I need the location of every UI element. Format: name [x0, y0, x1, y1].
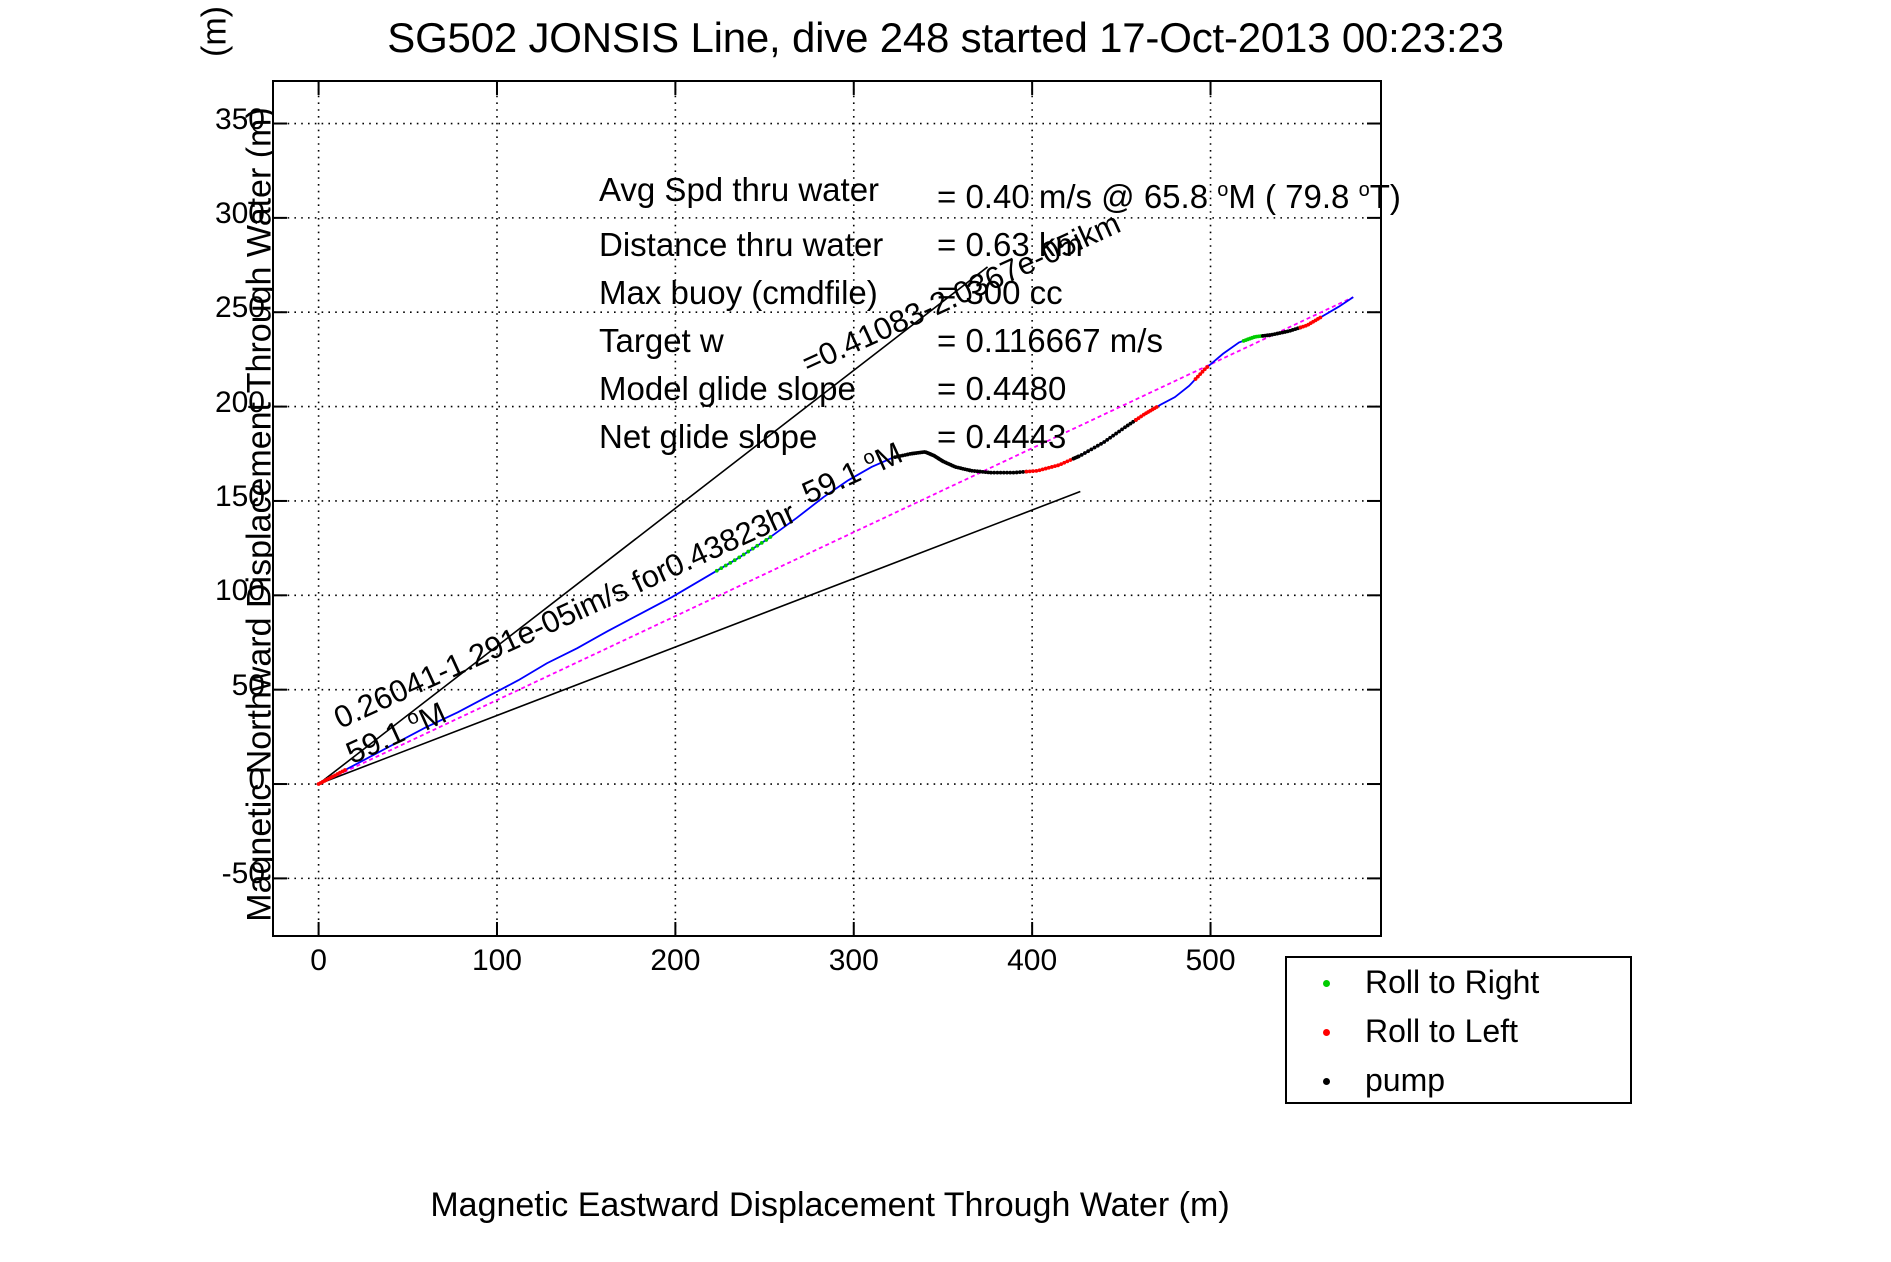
x-tick-label: 200: [650, 944, 701, 977]
info-row-label: Avg Spd thru water: [599, 171, 880, 208]
info-row-label: Target w: [599, 322, 724, 359]
x-tick-labels: 0 100 200 300 400 500: [272, 944, 1382, 988]
x-axis-label: Magnetic Eastward Displacement Through W…: [430, 1186, 1230, 1224]
legend-item[interactable]: pump: [1287, 1056, 1630, 1105]
legend-item-label: Roll to Right: [1365, 964, 1540, 1000]
info-row-value: = 0.116667 m/s: [937, 322, 1163, 359]
legend-marker-dot-icon: [1287, 978, 1365, 987]
x-tick-label: 0: [310, 944, 327, 977]
legend-item[interactable]: Roll to Right: [1287, 958, 1630, 1007]
y-tick-label: 0: [248, 763, 265, 797]
info-row-value: = 0.4443: [937, 418, 1067, 455]
x-tick-label: 300: [828, 944, 879, 977]
y-tick-label: 200: [214, 385, 265, 419]
plot-svg: [274, 82, 1380, 935]
figure-title: SG502 JONSIS Line, dive 248 started 17-O…: [387, 14, 1504, 61]
plot-area: Avg Spd thru water = 0.40 m/s @ 65.8 oM (…: [272, 80, 1401, 937]
info-row-label: Max buoy (cmdfile): [599, 274, 878, 311]
info-row: Target w = 0.116667 m/s: [599, 317, 1401, 365]
y-tick-label: 350: [214, 102, 265, 136]
y-axis-unit-overlap: (m): [195, 6, 234, 57]
y-tick-label: 50: [231, 668, 265, 702]
y-tick-label: 150: [214, 479, 265, 513]
legend-marker-dot-icon: [1287, 1076, 1365, 1085]
info-row-value: = 0.40 m/s @ 65.8 oM ( 79.8 oT): [937, 178, 1401, 215]
info-row-label: Distance thru water: [599, 226, 884, 263]
y-tick-label: -50: [221, 857, 265, 891]
info-row: Net glide slope = 0.4443: [599, 413, 1401, 461]
info-row: Max buoy (cmdfile) = 300 cc: [599, 269, 1401, 317]
info-block: Avg Spd thru water = 0.40 m/s @ 65.8 oM (…: [599, 166, 1401, 461]
legend-box[interactable]: Roll to Right Roll to Left pump: [1285, 956, 1632, 1104]
x-tick-label: 400: [1007, 944, 1058, 977]
info-row: Distance thru water = 0.63 km: [599, 221, 1401, 269]
y-tick-labels: -50 0 50 100 150 200 250 300 350: [175, 80, 265, 937]
info-row-label: Model glide slope: [599, 370, 856, 407]
legend-marker-dot-icon: [1287, 1027, 1365, 1036]
y-tick-label: 100: [214, 574, 265, 608]
info-row-label: Net glide slope: [599, 418, 818, 455]
legend-item[interactable]: Roll to Left: [1287, 1007, 1630, 1056]
info-row-value: = 0.4480: [937, 370, 1067, 407]
info-row: Model glide slope = 0.4480: [599, 365, 1401, 413]
y-tick-label: 250: [214, 291, 265, 325]
legend-item-label: Roll to Left: [1365, 1013, 1518, 1049]
info-row: Avg Spd thru water = 0.40 m/s @ 65.8 oM (…: [599, 166, 1401, 221]
info-row-value: = 300 cc: [937, 274, 1063, 311]
x-tick-label: 500: [1185, 944, 1236, 977]
info-row-value: = 0.63 km: [937, 226, 1083, 263]
x-tick-label: 100: [471, 944, 522, 977]
y-tick-label: 300: [214, 196, 265, 230]
legend-item-label: pump: [1365, 1062, 1446, 1098]
